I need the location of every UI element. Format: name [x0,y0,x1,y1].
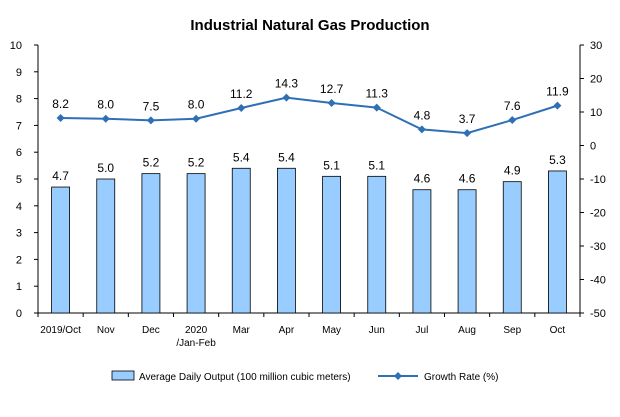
bar [322,175,341,314]
legend-line-marker [394,372,402,380]
bar [367,175,387,314]
legend-bar-label: Average Daily Output (100 million cubic … [139,372,351,383]
x-tick-label: Jun [369,325,385,336]
bar-value-label: 4.6 [459,172,476,186]
left-tick-label: 0 [16,308,22,320]
left-tick-label: 7 [16,120,22,132]
right-tick-label: 10 [590,107,602,119]
bar-value-label: 4.6 [414,172,431,186]
legend-bar-swatch [111,370,135,381]
x-tick-label: Sep [503,325,521,336]
line-value-label: 14.3 [275,77,299,91]
line-point [553,101,562,110]
line-point [372,103,381,112]
left-tick-label: 6 [16,147,22,159]
left-tick-label: 9 [16,67,22,79]
x-tick-label: Oct [550,325,566,336]
bar-value-label: 5.3 [549,153,566,167]
x-tick-label: Dec [142,325,160,336]
line-value-label: 7.6 [504,99,521,113]
bar-value-label: 5.1 [323,158,340,172]
left-tick-label: 5 [16,174,22,186]
line-point [146,116,155,125]
legend-line-label: Growth Rate (%) [424,372,498,383]
left-tick-label: 10 [10,40,22,52]
line-point [463,129,472,138]
x-tick-label: 2020 [185,325,208,336]
right-tick-label: 20 [590,74,602,86]
x-tick-label: Nov [97,325,115,336]
bar [51,186,70,314]
x-tick-label: Apr [279,325,295,336]
chart-title: Industrial Natural Gas Production [190,17,429,34]
line-value-label: 11.9 [546,85,569,99]
line-point [282,93,291,102]
x-tick-label: 2019/Oct [40,325,81,336]
bar-value-label: 5.2 [143,156,160,170]
right-tick-label: 0 [590,141,596,153]
left-tick-label: 4 [16,201,22,213]
right-tick-label: -40 [590,275,606,287]
right-tick-label: -10 [590,174,606,186]
line-point [56,114,65,123]
x-tick-label: Aug [458,325,476,336]
right-tick-label: -20 [590,208,606,220]
bar [548,170,567,314]
line-value-label: 11.2 [230,87,253,101]
bar [412,189,432,314]
line-value-label: 3.7 [459,112,476,126]
left-tick-label: 8 [16,94,22,106]
x-tick-label: May [322,325,341,336]
line-value-label: 8.0 [97,98,114,112]
line-point [508,116,517,125]
line-value-label: 8.0 [188,98,205,112]
bar [502,181,522,314]
line-value-label: 4.8 [414,108,431,122]
bar [457,189,477,314]
bar [277,167,296,314]
bar [141,173,161,314]
bar-value-label: 5.2 [188,156,205,170]
x-tick-label: /Jan-Feb [176,338,216,349]
left-tick-label: 1 [16,281,22,293]
bar-value-label: 4.7 [52,169,69,183]
line-point [327,98,336,107]
line-value-label: 7.5 [143,99,160,113]
right-tick-label: -30 [590,241,606,253]
left-tick-label: 2 [16,254,22,266]
line-value-label: 8.2 [52,97,69,111]
line-point [101,114,110,123]
x-tick-label: Mar [233,325,251,336]
bar-value-label: 5.4 [233,150,250,164]
bar [231,167,251,314]
line-point [417,125,426,134]
line-point [192,114,201,123]
bar-value-label: 5.0 [97,161,114,175]
growth-rate-line [60,96,558,135]
right-tick-label: -50 [590,308,606,320]
bar-value-label: 5.4 [278,150,295,164]
line-value-label: 12.7 [320,82,344,96]
line-point [237,103,246,112]
bar [96,178,116,314]
bar-value-label: 5.1 [368,158,385,172]
left-tick-label: 3 [16,228,22,240]
x-tick-label: Jul [416,325,429,336]
bar [186,173,206,314]
bar-value-label: 4.9 [504,164,521,178]
line-value-label: 11.3 [366,87,389,101]
right-tick-label: 30 [590,40,602,52]
